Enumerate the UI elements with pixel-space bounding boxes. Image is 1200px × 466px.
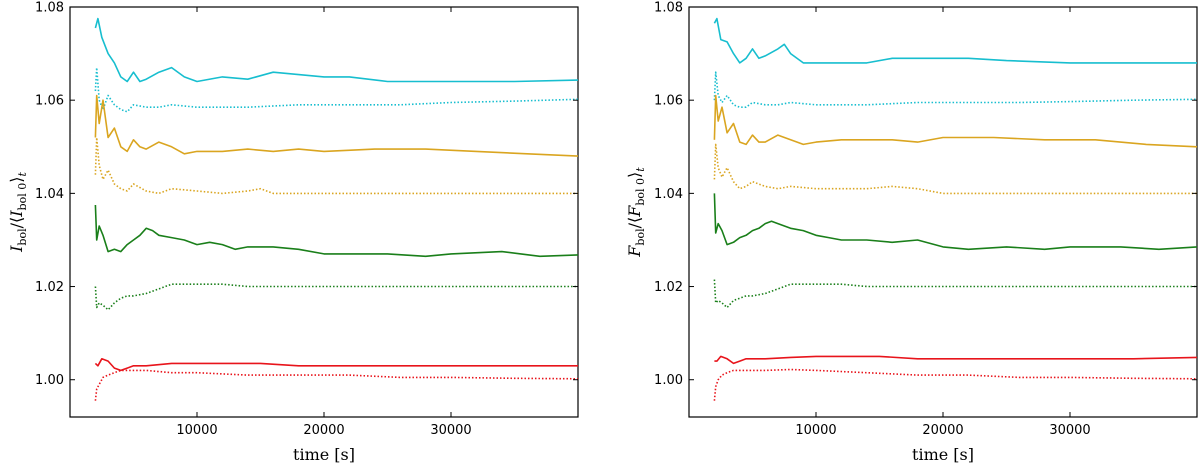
right-series-green-dotted [713,279,1197,309]
right-series-orange-solid [713,94,1198,148]
right-x-axis-label: time [s] [912,445,974,464]
left-x-axis-label: time [s] [293,445,355,464]
left-series-green-solid [94,204,579,258]
right-y-axis-label: Fbol/⟨Fbol 0⟩t [625,167,647,258]
right-series-green-solid [713,193,1198,251]
right-ytick-label-4: 1.08 [654,1,683,16]
left-series-layer [94,17,579,401]
left-ytick-label-3: 1.06 [35,94,64,109]
left-ytick-label-4: 1.08 [35,1,64,16]
left-y-axis-label: Ibol/⟨Ibol 0⟩t [7,172,29,253]
left-plot-frame [69,6,579,418]
right-series-layer [713,17,1198,401]
right-chart-panel: 10000 20000 30000 1.00 1.02 1.04 1.06 1.08 tim… [625,1,1198,464]
right-plot-frame [688,6,1198,418]
left-series-green-dotted [94,283,578,311]
left-series-red-dotted [94,369,579,401]
left-y-label-sub: bol [16,228,29,246]
right-ytick-label-0: 1.00 [654,373,683,388]
left-xtick-label-2: 30000 [430,423,471,438]
left-ytick-label-2: 1.04 [35,187,64,202]
right-y-label-t: t [634,167,647,172]
right-y-label-avg-sub: bol 0 [634,178,647,206]
left-xtick-label-1: 20000 [303,423,344,438]
right-xtick-label-0: 10000 [795,423,836,438]
right-x-ticks: 10000 20000 30000 [795,7,1091,438]
left-y-label-main: I [7,245,26,253]
left-y-label-avg-sub: bol 0 [16,183,29,211]
right-y-ticks: 1.00 1.02 1.04 1.06 1.08 [654,1,1197,388]
right-series-red-solid [714,355,1198,365]
left-chart-panel: 10000 20000 30000 1.00 1.02 1.04 1.06 1.08 tim… [7,1,579,464]
left-ytick-label-1: 1.02 [35,280,64,295]
right-y-label-main: F [625,245,644,258]
left-series-cyan-dotted [94,66,579,113]
right-series-cyan-solid [713,17,1197,64]
left-series-orange-solid [94,94,579,157]
right-ytick-label-1: 1.02 [654,280,683,295]
right-series-cyan-dotted [713,71,1198,108]
right-ytick-label-2: 1.04 [654,187,683,202]
right-xtick-label-1: 20000 [922,423,963,438]
left-series-cyan-solid [94,17,579,83]
right-y-label-avg-main: F [625,205,644,218]
left-series-orange-dotted [94,136,578,195]
left-y-label-avg-main: I [7,210,26,218]
right-y-label-sub: bol [634,228,647,246]
right-xtick-label-2: 30000 [1049,423,1090,438]
left-y-ticks: 1.00 1.02 1.04 1.06 1.08 [35,1,578,388]
left-ytick-label-0: 1.00 [35,373,64,388]
left-x-ticks: 10000 20000 30000 [176,7,472,438]
left-y-label-t: t [16,172,29,177]
right-series-red-dotted [713,368,1198,401]
left-xtick-label-0: 10000 [176,423,217,438]
left-series-red-solid [94,357,578,372]
right-series-orange-dotted [713,143,1197,195]
right-ytick-label-3: 1.06 [654,94,683,109]
